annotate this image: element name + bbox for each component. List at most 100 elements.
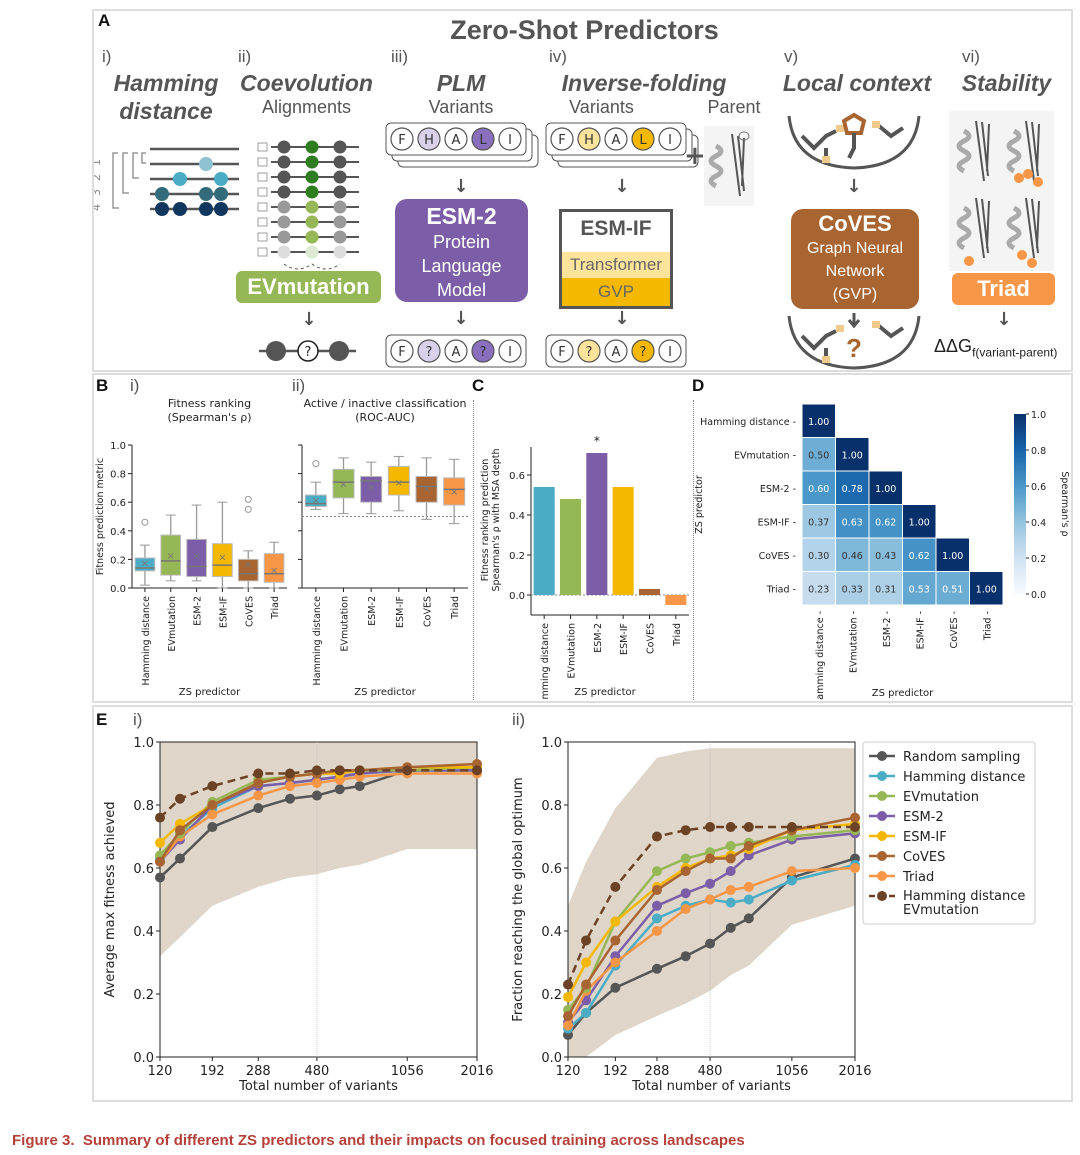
y-tick-label: 0.6 [133,862,154,877]
x-tick-label: EVmutation [340,596,351,652]
data-point [284,781,295,792]
stability-structures-icon [949,111,1054,271]
gvp-layer: GVP [562,278,670,306]
figure-caption: Figure 3. Summary of different ZS predic… [12,1132,745,1149]
bar-esm-if [612,487,634,595]
legend-label: EVmutation [903,790,979,805]
x-tick-label: CoVES [423,596,434,627]
data-point [402,765,413,776]
data-point [680,903,691,914]
box-esm-if: × [212,501,233,589]
mean-marker: × [167,551,175,562]
data-point [174,825,185,836]
residue-letter: A [612,345,621,360]
data-point [743,840,754,851]
box-coves: × [237,495,259,589]
residue-circle [550,339,574,363]
residue-circle [417,127,441,151]
residue-dot [333,185,347,199]
legend-marker [877,891,887,901]
y-tick-label: 0.0 [509,591,525,602]
heatmap-cell [835,571,870,606]
col-label: CoVES - [949,611,960,648]
data-point [354,781,365,792]
data-point [563,992,573,1003]
residue-dot [277,245,291,259]
x-tick-label: 480 [698,1064,723,1079]
y-tick-label: 0.8 [133,799,154,814]
box-coves: × [415,457,438,520]
box-body [360,475,383,503]
chart-title: Fitness ranking [168,397,251,410]
bracket-label-1: 1 [94,159,103,166]
cell-value: 0.31 [875,584,896,595]
box-body [263,553,285,583]
x-tick-label: 480 [305,1064,330,1079]
colorbar [1014,414,1026,594]
organism-icon [257,247,268,257]
residue-dot [305,215,319,229]
residue-dot [305,185,319,199]
alignments-label: Alignments [261,97,352,117]
data-point [311,765,322,776]
helix [1006,128,1022,174]
mutation-dot [1017,250,1027,260]
residue-dot [277,170,291,184]
arrow-down-icon: ↓ [614,176,630,197]
caption-text: Summary of different ZS predictors and t… [82,1132,745,1149]
residue-dot [333,230,347,244]
data-point [610,916,621,927]
mean-marker: × [192,551,200,562]
data-point [651,900,662,911]
legend-label: Hamming distance [903,770,1025,785]
colorbar-tick-label: 0.6 [1031,482,1046,493]
data-point [581,957,592,968]
legend-marker [877,771,887,781]
organism-icon [257,217,268,227]
box-body [443,477,466,506]
data-point [563,1011,573,1022]
series-line [159,769,477,879]
mutation-dot [1014,173,1024,183]
data-point [680,825,691,836]
outlier-point [244,495,252,503]
strands [975,197,990,259]
esm2-title: ESM-2 [426,203,497,229]
residue-dot [277,215,291,229]
row-label: ESM-IF - [758,517,796,528]
plm-variants-label: Variants [428,97,494,117]
cell-value: 0.37 [808,517,829,528]
x-tick-label: 1056 [391,1064,424,1079]
data-point [174,853,185,864]
legend-label: Triad [902,870,934,885]
x-tick-label: ESM-2 [367,596,378,626]
data-point [155,837,165,848]
if-output-sequence: F? A? I [545,334,687,368]
data-point [563,979,573,990]
bracket-label-3: 3 [94,189,103,196]
local-context-title: Local context [782,70,932,96]
y-axis-label: Fitness ranking prediction [480,459,491,582]
alignment-diagram [257,140,359,270]
organism-icon [257,142,268,152]
mean-marker: × [367,482,375,493]
panel-e-sub-i: i) [133,710,143,729]
cell-value: 1.00 [909,517,930,528]
data-point [311,777,322,788]
mean-marker: × [270,565,278,576]
legend-marker [877,851,887,861]
chart-c: 0.0 0.2 0.4 0.6 Fitness ranking prediction Sp… [480,434,689,700]
chart-title: (Spearman's ρ) [167,411,251,424]
heatmap-cell [835,437,870,472]
data-point [705,853,716,864]
heatmap-cell [868,537,903,572]
data-point [725,822,736,833]
data-point [725,897,736,908]
legend-label: CoVES [903,850,945,865]
data-point [207,781,218,792]
bar-evmutation [559,499,582,595]
box-body [332,468,355,499]
esm2-line-3: Model [436,280,487,300]
box-esm-2: × [186,504,207,582]
outlier-point [244,505,252,513]
